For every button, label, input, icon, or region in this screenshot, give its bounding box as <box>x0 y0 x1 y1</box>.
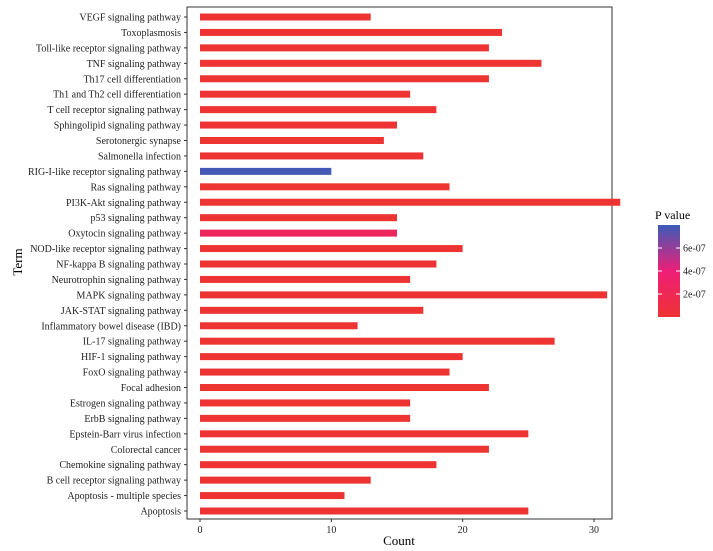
y-tick-label: Th1 and Th2 cell differentiation <box>53 90 181 101</box>
y-tick-label: HIF-1 signaling pathway <box>81 352 181 363</box>
bar <box>200 121 397 129</box>
bar <box>200 198 621 206</box>
bar <box>200 106 437 114</box>
legend-ticks: 2e-07 4e-07 6e-07 <box>658 244 706 301</box>
bar <box>200 414 411 422</box>
y-tick-label: Epstein-Barr virus infection <box>69 429 181 440</box>
y-tick-label: Inflammatory bowel disease (IBD) <box>41 321 181 332</box>
y-tick-label: B cell receptor signaling pathway <box>47 476 181 487</box>
y-tick-label: Ras signaling pathway <box>90 182 181 193</box>
y-tick-label: PI3K-Akt signaling pathway <box>66 198 181 209</box>
bar <box>200 306 424 314</box>
y-tick-label: Toll-like receptor signaling pathway <box>36 43 181 54</box>
y-tick-label: JAK-STAT signaling pathway <box>61 306 181 317</box>
bar <box>200 275 411 283</box>
bar <box>200 353 463 361</box>
y-tick-label: Neurotrophin signaling pathway <box>52 275 181 286</box>
y-tick-labels: VEGF signaling pathway Toxoplasmosis Toll-… <box>28 13 187 518</box>
bars <box>200 13 621 515</box>
bar <box>200 322 358 330</box>
x-tick-label: 30 <box>589 525 599 536</box>
bar <box>200 399 411 407</box>
bar <box>200 214 397 222</box>
bar <box>200 260 437 268</box>
bar <box>200 167 332 175</box>
y-tick-label: T cell receptor signaling pathway <box>47 105 181 116</box>
bar <box>200 337 555 345</box>
bar <box>200 90 411 98</box>
y-tick-label: FoxO signaling pathway <box>83 368 181 379</box>
y-tick-label: p53 signaling pathway <box>90 213 181 224</box>
legend-tick-label: 2e-07 <box>683 290 706 301</box>
y-tick-label: Oxytocin signaling pathway <box>68 229 181 240</box>
y-axis-title: Term <box>10 248 25 275</box>
bar <box>200 229 397 237</box>
bar <box>200 137 384 144</box>
y-tick-label: Th17 cell differentiation <box>83 74 181 85</box>
y-tick-label: Apoptosis <box>140 507 181 518</box>
y-tick-label: Serotonergic synapse <box>96 136 182 147</box>
bar <box>200 430 529 438</box>
y-tick-label: IL-17 signaling pathway <box>83 337 181 348</box>
y-tick-label: Focal adhesion <box>121 383 181 394</box>
legend-colorbar <box>658 225 680 317</box>
y-tick-label: NOD-like receptor signaling pathway <box>30 244 181 255</box>
x-axis-title: Count <box>383 533 415 548</box>
y-tick-label: TNF signaling pathway <box>87 59 181 70</box>
y-tick-label: MAPK signaling pathway <box>77 290 181 301</box>
bar <box>200 291 608 299</box>
bar <box>200 368 450 376</box>
y-tick-label: NF-kappa B signaling pathway <box>56 260 181 271</box>
bar <box>200 13 371 21</box>
bar <box>200 59 542 67</box>
legend-tick-label: 6e-07 <box>683 244 706 255</box>
y-tick-label: Apoptosis - multiple species <box>67 491 181 502</box>
y-tick-label: RIG-I-like receptor signaling pathway <box>28 167 181 178</box>
y-tick-label: VEGF signaling pathway <box>79 13 181 24</box>
y-tick-label: Chemokine signaling pathway <box>59 460 181 471</box>
bar <box>200 445 489 453</box>
bar <box>200 384 489 391</box>
bar <box>200 245 463 253</box>
y-tick-label: Estrogen signaling pathway <box>70 398 181 409</box>
x-tick-label: 0 <box>198 525 203 536</box>
bar <box>200 461 437 469</box>
y-tick-label: Salmonella infection <box>98 151 181 162</box>
bar <box>200 507 529 515</box>
y-tick-label: Colorectal cancer <box>111 445 182 456</box>
bar <box>200 44 489 52</box>
y-tick-label: ErbB signaling pathway <box>84 414 181 425</box>
bar <box>200 183 450 191</box>
bar <box>200 492 345 500</box>
x-tick-label: 10 <box>326 525 336 536</box>
legend-title: P value <box>655 208 690 222</box>
bar <box>200 75 489 83</box>
x-tick-label: 20 <box>458 525 468 536</box>
bar <box>200 152 424 160</box>
bar <box>200 28 503 36</box>
bar <box>200 476 371 484</box>
y-tick-label: Sphingolipid signaling pathway <box>54 121 181 132</box>
legend-tick-label: 4e-07 <box>683 267 706 278</box>
p-value-legend: P value 2e-07 4e-07 6e-07 <box>655 208 706 317</box>
y-tick-label: Toxoplasmosis <box>121 28 181 39</box>
x-axis: 0 10 20 30 <box>198 519 599 536</box>
